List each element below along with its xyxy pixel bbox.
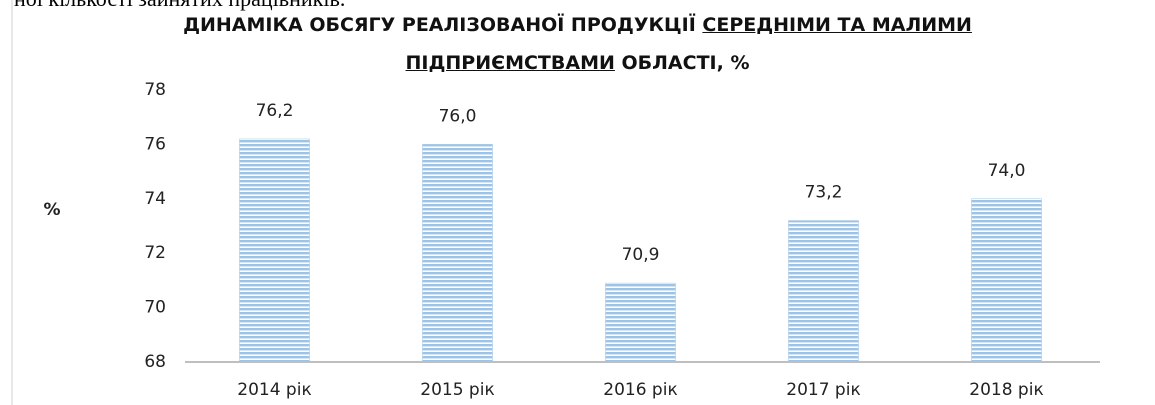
title-line: ДИНАМІКА ОБСЯГУ РЕАЛІЗОВАНОЇ ПРОДУКЦІЇ С… — [0, 14, 1155, 36]
x-tick-label: 2017 рік — [786, 380, 860, 400]
y-tick-label: 70 — [144, 298, 166, 318]
x-tick-label: 2015 рік — [420, 380, 494, 400]
x-tick-label: 2016 рік — [603, 380, 677, 400]
header-fragment: ної кількості зайнятих працівників. — [14, 0, 345, 12]
value-label: 73,2 — [805, 183, 843, 203]
y-tick-label: 76 — [144, 134, 166, 154]
x-tick-label: 2014 рік — [237, 380, 311, 400]
bar — [605, 282, 676, 363]
x-tick-label: 2018 рік — [969, 380, 1043, 400]
bar — [422, 144, 493, 363]
y-tick-label: 72 — [144, 243, 166, 263]
title-segment: СЕРЕДНІМИ ТА МАЛИМИ — [702, 14, 972, 36]
value-label: 76,0 — [439, 106, 477, 126]
value-label: 76,2 — [256, 101, 294, 121]
y-axis-label: % — [43, 200, 60, 220]
y-tick-label: 68 — [144, 352, 166, 372]
title-segment: ПІДПРИЄМСТВАМИ — [405, 52, 615, 74]
title-line: ПІДПРИЄМСТВАМИ ОБЛАСТІ, % — [0, 52, 1155, 74]
bar — [971, 198, 1042, 363]
value-label: 70,9 — [622, 245, 660, 265]
title-segment: ДИНАМІКА ОБСЯГУ РЕАЛІЗОВАНОЇ ПРОДУКЦІЇ — [183, 14, 696, 36]
bar — [788, 220, 859, 363]
y-tick-label: 74 — [144, 189, 166, 209]
bar — [239, 138, 310, 363]
title-segment: ОБЛАСТІ, % — [621, 52, 750, 74]
value-label: 74,0 — [988, 161, 1026, 181]
y-tick-label: 78 — [144, 80, 166, 100]
